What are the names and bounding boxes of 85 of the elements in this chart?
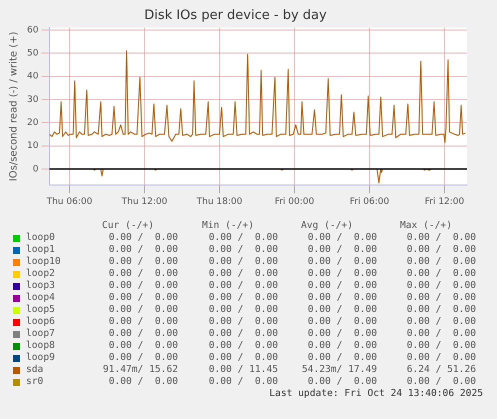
text: 0.00 / 0.00 <box>406 340 476 352</box>
text: 0.00 / 0.00 <box>208 292 278 304</box>
text: 0.00 / 0.00 <box>208 328 278 340</box>
legend-label: loop2 <box>26 268 55 280</box>
text: 0.00 / 0.00 <box>208 244 278 256</box>
text: 0.00 / 11.45 <box>208 364 278 376</box>
text: 0.00 / 0.00 <box>306 376 377 388</box>
text: 0.00 / 0.00 <box>208 232 278 244</box>
text: 0.00 / 0.00 <box>208 352 278 364</box>
y-tick-label: 40 <box>27 72 39 82</box>
text: 0.00 / 0.00 <box>406 244 476 256</box>
text: Min (-/+) <box>201 220 255 232</box>
y-tick-label: 50 <box>27 48 39 58</box>
x-tick-label: Fri 00:00 <box>274 196 315 207</box>
text: 0.00 / 0.00 <box>406 268 476 280</box>
text: 0.00 / 0.00 <box>306 232 377 244</box>
y-tick-label: 20 <box>27 118 39 128</box>
text: Cur (-/+) <box>101 220 155 232</box>
x-tick-label: Thu 18:00 <box>196 196 243 207</box>
legend-label: loop0 <box>26 232 55 244</box>
text: 0.00 / 0.00 <box>306 340 377 352</box>
legend-label: loop7 <box>26 328 55 340</box>
legend-label: loop8 <box>26 340 55 352</box>
text: 0.00 / 0.00 <box>306 304 377 316</box>
text: 0.00 / 0.00 <box>406 304 476 316</box>
text: 0.00 / 0.00 <box>306 244 377 256</box>
text: 0.00 / 0.00 <box>208 316 278 328</box>
text: 0.00 / 0.00 <box>108 280 178 292</box>
text: 0.00 / 0.00 <box>208 376 278 388</box>
x-tick-label: Fri 06:00 <box>350 196 390 207</box>
chart-title: Disk IOs per device - by day <box>144 8 328 24</box>
text: Last update: Fri Oct 24 13:40:06 2025 <box>269 388 483 400</box>
text: 0.00 / 0.00 <box>108 304 178 316</box>
y-tick-label: 0 <box>32 164 39 174</box>
text: 0.00 / 0.00 <box>306 328 377 340</box>
y-tick-label: 10 <box>27 141 39 152</box>
text: 0.00 / 0.00 <box>208 304 278 316</box>
legend-label: loop9 <box>26 352 55 364</box>
x-tick-label: Thu 12:00 <box>120 196 168 207</box>
text: 0.00 / 0.00 <box>208 256 278 268</box>
text: 0.00 / 0.00 <box>108 244 178 256</box>
y-tick-label: 30 <box>27 94 39 105</box>
text: 0.00 / 0.00 <box>406 292 476 304</box>
text: 0.00 / 0.00 <box>406 352 476 364</box>
legend-label: sda <box>26 364 44 376</box>
x-tick-label: Thu 06:00 <box>46 196 93 207</box>
text: 0.00 / 0.00 <box>306 352 377 364</box>
legend-label: loop3 <box>26 280 55 292</box>
text: Avg (-/+) <box>300 220 354 232</box>
legend-label: sr0 <box>26 376 44 388</box>
y-tick-label: 60 <box>27 25 39 36</box>
text: 0.00 / 0.00 <box>306 256 377 268</box>
text: 0.00 / 0.00 <box>108 352 178 364</box>
text: 0.00 / 0.00 <box>108 256 178 268</box>
text: 0.00 / 0.00 <box>108 268 178 280</box>
x-tick-label: Fri 12:00 <box>424 196 465 207</box>
text: 0.00 / 0.00 <box>406 316 476 328</box>
text: 0.00 / 0.00 <box>108 328 178 340</box>
text: 0.00 / 0.00 <box>406 280 476 292</box>
text: 0.00 / 0.00 <box>406 376 476 388</box>
legend-label: loop5 <box>26 304 55 316</box>
text: 0.00 / 0.00 <box>108 340 178 352</box>
text: 0.00 / 0.00 <box>306 280 377 292</box>
text: 54.23m/ 17.49 <box>300 364 377 376</box>
legend-label: loop4 <box>26 292 55 304</box>
text: 0.00 / 0.00 <box>406 256 476 268</box>
text: 0.00 / 0.00 <box>108 292 178 304</box>
text: 91.47m/ 15.62 <box>102 364 178 376</box>
text: 6.24 / 51.26 <box>406 364 476 376</box>
text: 0.00 / 0.00 <box>208 340 278 352</box>
text: 0.00 / 0.00 <box>108 232 178 244</box>
text: 0.00 / 0.00 <box>208 280 278 292</box>
text: 0.00 / 0.00 <box>108 376 178 388</box>
text: 0.00 / 0.00 <box>306 292 377 304</box>
legend-label: loop10 <box>26 256 61 268</box>
text: 0.00 / 0.00 <box>306 316 377 328</box>
text: 0.00 / 0.00 <box>306 268 377 280</box>
text: 0.00 / 0.00 <box>406 328 476 340</box>
legend-label: loop1 <box>26 244 55 256</box>
text: 0.00 / 0.00 <box>406 232 476 244</box>
y-axis-title: IOs/second read (-) / write (+) <box>8 32 20 182</box>
legend-label: loop6 <box>26 316 55 328</box>
text: 0.00 / 0.00 <box>108 316 178 328</box>
text: 0.00 / 0.00 <box>208 268 278 280</box>
text: Max (-/+) <box>399 220 453 232</box>
